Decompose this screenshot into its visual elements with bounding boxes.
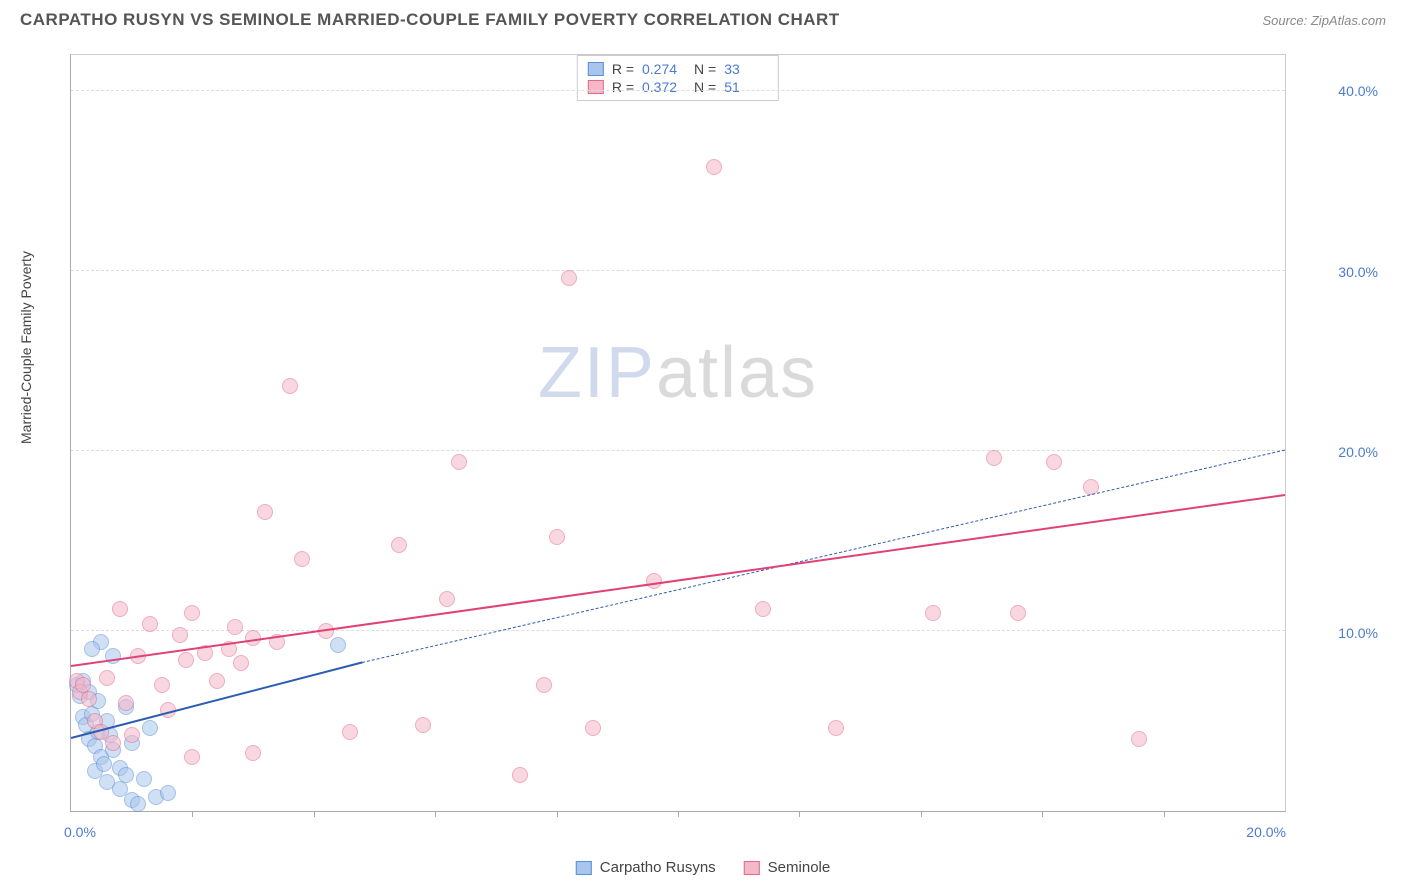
data-point-seminole — [154, 677, 170, 693]
source-credit: Source: ZipAtlas.com — [1262, 13, 1386, 28]
data-point-seminole — [184, 605, 200, 621]
gridline — [71, 90, 1285, 91]
y-tick-label: 30.0% — [1338, 264, 1378, 280]
n-label: N = — [694, 79, 716, 95]
swatch-seminole — [588, 80, 604, 94]
x-tick-mark — [1042, 811, 1043, 817]
data-point-seminole — [706, 159, 722, 175]
data-point-carpatho — [130, 796, 146, 812]
data-point-seminole — [172, 627, 188, 643]
legend-item-seminole: Seminole — [744, 859, 831, 876]
data-point-seminole — [549, 529, 565, 545]
stats-row-carpatho: R = 0.274 N = 33 — [588, 60, 768, 78]
trend-line-carpatho-extrapolated — [362, 450, 1285, 663]
data-point-seminole — [986, 450, 1002, 466]
gridline — [71, 450, 1285, 451]
r-value-carpatho: 0.274 — [642, 61, 686, 77]
source-name: ZipAtlas.com — [1311, 13, 1386, 28]
watermark-atlas: atlas — [656, 333, 818, 413]
x-tick-mark — [435, 811, 436, 817]
chart-container: Married-Couple Family Poverty ZIPatlas R… — [20, 46, 1386, 842]
data-point-carpatho — [136, 771, 152, 787]
data-point-seminole — [282, 378, 298, 394]
data-point-seminole — [512, 767, 528, 783]
data-point-seminole — [257, 504, 273, 520]
data-point-seminole — [294, 551, 310, 567]
data-point-seminole — [925, 605, 941, 621]
data-point-carpatho — [330, 637, 346, 653]
r-label: R = — [612, 61, 634, 77]
series-legend: Carpatho Rusyns Seminole — [576, 859, 830, 876]
data-point-seminole — [415, 717, 431, 733]
data-point-seminole — [1046, 454, 1062, 470]
data-point-seminole — [118, 695, 134, 711]
plot-area: ZIPatlas R = 0.274 N = 33 R = 0.372 N = 51 — [70, 54, 1286, 812]
data-point-seminole — [1131, 731, 1147, 747]
y-tick-label: 10.0% — [1338, 625, 1378, 641]
y-axis-label: Married-Couple Family Poverty — [18, 251, 34, 444]
n-label: N = — [694, 61, 716, 77]
data-point-seminole — [439, 591, 455, 607]
data-point-seminole — [585, 720, 601, 736]
watermark-zip: ZIP — [538, 333, 656, 413]
x-tick-mark — [192, 811, 193, 817]
data-point-seminole — [561, 270, 577, 286]
legend-swatch-seminole — [744, 861, 760, 875]
data-point-seminole — [646, 573, 662, 589]
legend-label-carpatho: Carpatho Rusyns — [600, 859, 716, 876]
source-prefix: Source: — [1262, 13, 1310, 28]
data-point-seminole — [391, 537, 407, 553]
data-point-carpatho — [142, 720, 158, 736]
data-point-seminole — [451, 454, 467, 470]
data-point-seminole — [178, 652, 194, 668]
data-point-seminole — [233, 655, 249, 671]
data-point-seminole — [227, 619, 243, 635]
x-tick-min: 0.0% — [64, 824, 96, 840]
x-tick-mark — [678, 811, 679, 817]
r-label: R = — [612, 79, 634, 95]
x-tick-mark — [799, 811, 800, 817]
legend-item-carpatho: Carpatho Rusyns — [576, 859, 716, 876]
data-point-carpatho — [84, 641, 100, 657]
data-point-seminole — [184, 749, 200, 765]
legend-label-seminole: Seminole — [768, 859, 831, 876]
data-point-seminole — [536, 677, 552, 693]
data-point-seminole — [828, 720, 844, 736]
data-point-seminole — [105, 735, 121, 751]
data-point-seminole — [99, 670, 115, 686]
data-point-seminole — [124, 727, 140, 743]
chart-title: CARPATHO RUSYN VS SEMINOLE MARRIED-COUPL… — [20, 10, 840, 30]
data-point-carpatho — [118, 767, 134, 783]
data-point-seminole — [342, 724, 358, 740]
gridline — [71, 270, 1285, 271]
data-point-seminole — [112, 601, 128, 617]
data-point-seminole — [209, 673, 225, 689]
y-tick-label: 40.0% — [1338, 83, 1378, 99]
x-tick-max: 20.0% — [1246, 824, 1286, 840]
trend-line-seminole — [71, 494, 1285, 667]
data-point-seminole — [81, 691, 97, 707]
r-value-seminole: 0.372 — [642, 79, 686, 95]
legend-swatch-carpatho — [576, 861, 592, 875]
n-value-carpatho: 33 — [724, 61, 768, 77]
data-point-carpatho — [160, 785, 176, 801]
x-tick-mark — [921, 811, 922, 817]
data-point-seminole — [245, 745, 261, 761]
x-tick-mark — [557, 811, 558, 817]
data-point-seminole — [142, 616, 158, 632]
stats-row-seminole: R = 0.372 N = 51 — [588, 78, 768, 96]
data-point-carpatho — [96, 756, 112, 772]
x-tick-mark — [314, 811, 315, 817]
watermark: ZIPatlas — [538, 332, 818, 414]
swatch-carpatho — [588, 62, 604, 76]
x-tick-mark — [1164, 811, 1165, 817]
data-point-seminole — [755, 601, 771, 617]
chart-header: CARPATHO RUSYN VS SEMINOLE MARRIED-COUPL… — [0, 0, 1406, 34]
n-value-seminole: 51 — [724, 79, 768, 95]
stats-legend-box: R = 0.274 N = 33 R = 0.372 N = 51 — [577, 55, 779, 101]
y-tick-label: 20.0% — [1338, 444, 1378, 460]
data-point-seminole — [1010, 605, 1026, 621]
